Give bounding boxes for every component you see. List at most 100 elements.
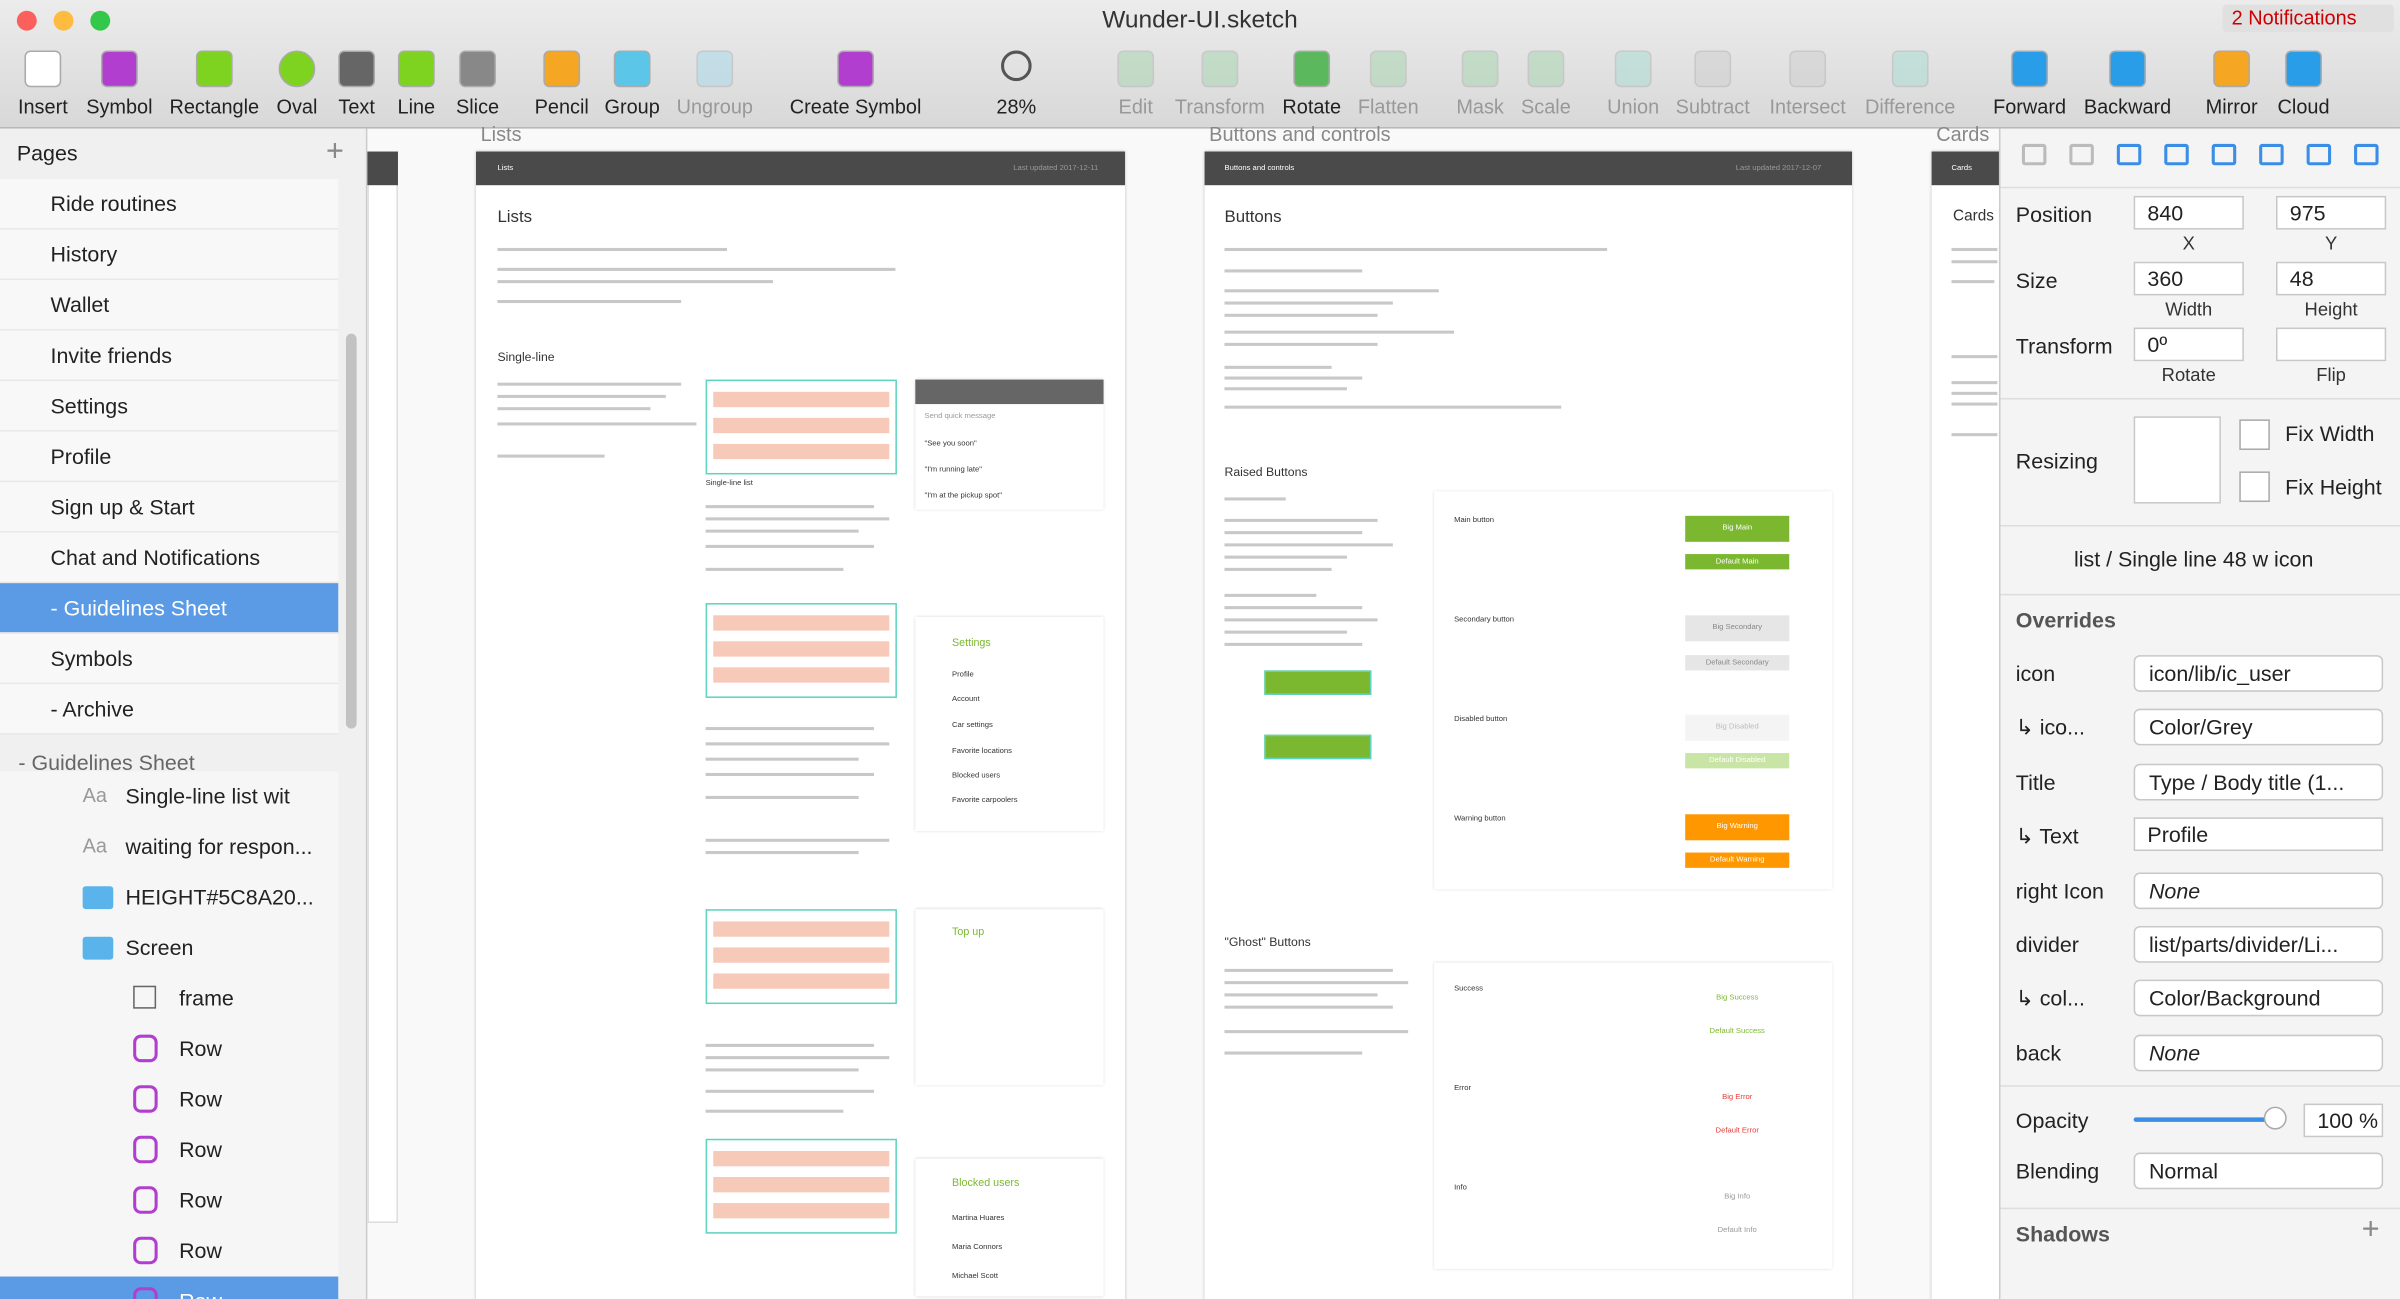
override-select[interactable]: icon/lib/ic_user [2133,655,2384,692]
align-button[interactable] [2069,143,2094,166]
layer-row[interactable]: Aa waiting for respon... [0,821,339,873]
input-field[interactable]: 100 % [2303,1103,2384,1138]
tool-icon[interactable] [2213,50,2250,88]
layer-row[interactable]: Row [0,1023,339,1075]
page-row[interactable]: Settings [0,381,339,432]
tool-icon[interactable] [1527,50,1565,88]
tool-icon[interactable] [543,50,581,88]
align-button[interactable] [2164,143,2189,166]
tool-icon[interactable] [1201,50,1239,88]
checkbox[interactable] [2239,471,2270,503]
tool-icon[interactable] [1789,50,1827,88]
tool-label[interactable]: Backward [2083,94,2172,118]
page-name[interactable]: Wallet [50,292,110,317]
override-select[interactable]: list/parts/divider/Li... [2133,926,2384,963]
tool-label[interactable]: Subtract [1675,94,1750,118]
page-name[interactable]: Symbols [50,645,133,671]
notifications[interactable]: 2 Notifications [2222,4,2394,33]
layer-name[interactable]: Row [179,1187,222,1213]
layer-name[interactable]: HEIGHT#5C8A20... [125,884,314,910]
tool-icon[interactable] [837,50,874,88]
tool-icon[interactable] [1694,50,1732,88]
tool-label[interactable]: Difference [1865,94,1956,118]
layer-name[interactable]: Row [179,1289,222,1299]
tool-icon[interactable] [24,50,62,88]
tool-icon[interactable] [1461,50,1499,88]
layer-row[interactable]: Row [0,1276,339,1299]
tool-label[interactable]: Union [1607,94,1660,118]
tool-icon[interactable] [195,50,233,88]
layer-name[interactable]: Screen [125,935,194,960]
tool-icon[interactable] [397,50,435,88]
tool-icon[interactable] [1369,50,1407,88]
tool-label[interactable]: Rotate [1282,94,1342,118]
align-button[interactable] [2306,143,2332,166]
layer-name[interactable]: Single-line list wit [125,783,290,809]
add-shadow[interactable]: + [2361,1212,2380,1246]
page-row[interactable]: Sign up & Start [0,482,339,533]
override-select[interactable]: None [2133,871,2384,909]
tool-icon[interactable] [2109,50,2146,88]
tool-icon[interactable] [696,50,734,88]
input-field[interactable]: 48 [2276,261,2387,296]
override-select[interactable]: Color/Background [2133,980,2384,1017]
align-button[interactable] [2116,143,2142,166]
input-field[interactable]: Profile [2133,817,2384,852]
tool-label[interactable]: Oval [276,94,318,118]
tool-label[interactable]: 28% [996,94,1037,118]
override-select[interactable]: Type / Body title (1... [2133,763,2384,801]
page-name[interactable]: Profile [50,443,112,469]
add-page[interactable]: + [326,134,344,169]
resizing-widget[interactable] [2133,416,2221,504]
tool-label[interactable]: Symbol [86,94,153,118]
tool-icon[interactable] [613,50,651,88]
layer-row[interactable]: frame [0,973,339,1024]
layer-row[interactable]: Aa Single-line list wit [0,771,339,822]
tool-label[interactable]: Slice [455,94,500,118]
override-select[interactable]: None [2133,1034,2384,1072]
tool-icon[interactable] [101,50,138,88]
layer-name[interactable]: Row [179,1238,222,1263]
tool-icon[interactable] [1117,50,1155,88]
input-field[interactable]: 360 [2133,261,2244,296]
symbol-picker[interactable]: list / Single line 48 w icon [2073,546,2314,571]
slider-knob[interactable] [2263,1106,2287,1130]
tool-label[interactable]: Cloud [2277,94,2330,118]
align-button[interactable] [2354,143,2379,166]
tool-icon[interactable] [2011,50,2048,88]
layer-row[interactable]: Row [0,1226,339,1277]
page-name[interactable]: - Guidelines Sheet [50,595,227,620]
window-button[interactable] [53,10,74,31]
layer-name[interactable]: frame [179,985,234,1011]
tool-icon[interactable] [1891,50,1929,88]
tool-icon[interactable] [2285,50,2322,88]
override-select[interactable]: Color/Grey [2133,709,2384,747]
page-row[interactable]: Profile [0,431,339,483]
page-name[interactable]: - Archive [50,696,134,721]
window-button[interactable] [16,10,37,31]
layer-row[interactable]: Screen [0,922,339,974]
page-row[interactable]: Invite friends [0,330,339,382]
flip-buttons[interactable] [2276,327,2387,362]
page-name[interactable]: Invite friends [50,342,173,368]
tool-label[interactable]: Pencil [534,94,589,118]
page-row[interactable]: - Guidelines Sheet [0,583,339,634]
tool-icon[interactable] [278,50,316,88]
checkbox[interactable] [2239,419,2270,450]
tool-label[interactable]: Insert [17,94,68,118]
tool-label[interactable]: Text [338,94,375,118]
tool-label[interactable]: Rectangle [169,94,260,118]
page-name[interactable]: History [50,241,118,267]
page-name[interactable]: Chat and Notifications [50,544,261,570]
tool-label[interactable]: Line [397,94,436,118]
align-button[interactable] [2211,143,2237,166]
page-row[interactable]: Chat and Notifications [0,532,339,584]
align-button[interactable] [2021,143,2047,166]
page-row[interactable]: Symbols [0,633,339,685]
tool-label[interactable]: Forward [1993,94,2067,118]
page-row[interactable]: Wallet [0,280,339,331]
align-button[interactable] [2259,143,2284,166]
layer-name[interactable]: Row [179,1036,222,1061]
tool-label[interactable]: Scale [1521,94,1571,118]
window-button[interactable] [90,10,111,31]
